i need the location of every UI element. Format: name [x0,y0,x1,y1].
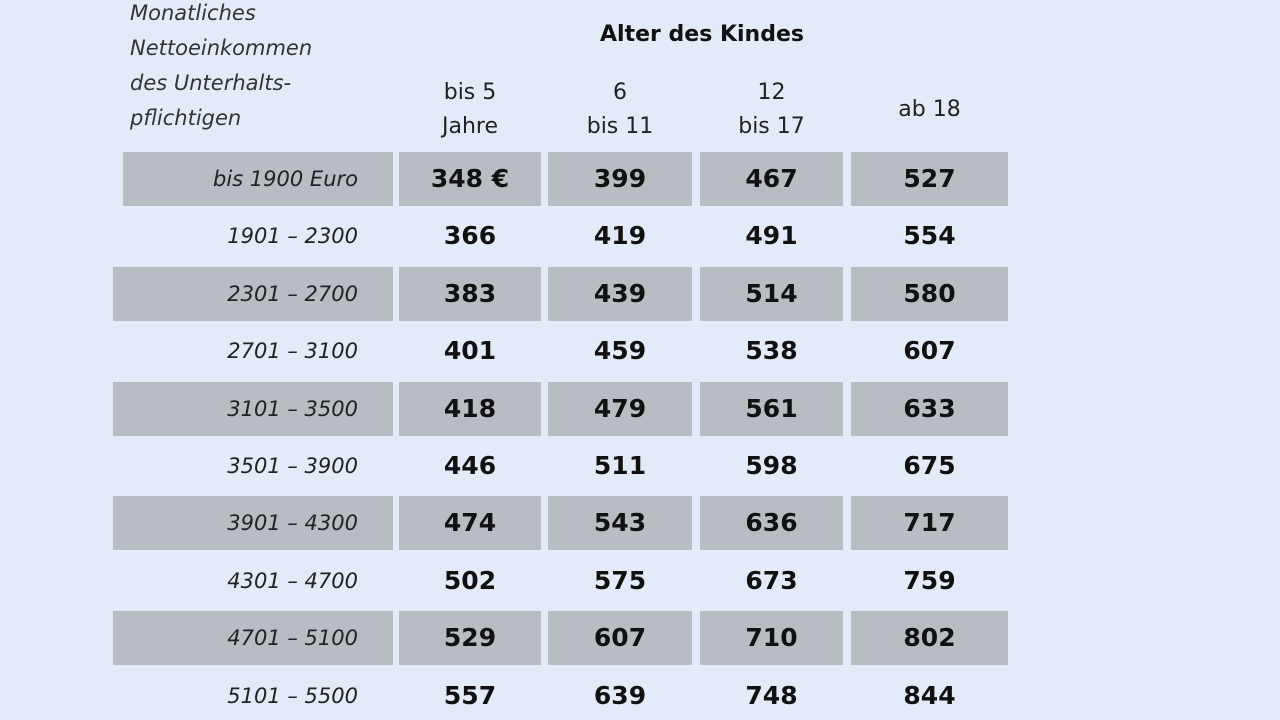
column-header: Jahre [441,114,498,139]
income-range: 3901 – 4300 [227,511,358,536]
amount: 467 [745,164,798,193]
cell-background [700,496,843,551]
amount: 459 [593,336,647,366]
amount: 639 [593,680,647,710]
amount: 607 [903,336,956,366]
income-range: 1901 – 2300 [227,224,358,249]
cell-background [548,381,692,436]
column-header: ab 18 [898,97,961,122]
income-range: 2701 – 3100 [227,339,358,364]
amount: 557 [443,680,497,710]
cell-background [851,496,1008,551]
amount: 607 [593,623,647,653]
row-background [113,496,393,551]
cell-background [399,266,541,321]
cell-background [700,611,843,666]
amount: 514 [745,278,798,308]
column-header: 12 [757,80,786,105]
income-range: 5101 – 5500 [227,683,358,708]
cell-background [851,266,1008,321]
amount: 673 [745,565,798,595]
income-range: 4301 – 4700 [227,568,358,593]
amount: 636 [745,508,798,538]
amount: 348 € [430,164,510,193]
row-background [113,381,393,436]
column-header: bis 17 [738,114,805,139]
column-header: bis 11 [586,114,654,139]
cell-background [548,152,692,206]
amount: 446 [443,451,497,480]
row-background [113,266,393,321]
row-header-line: des Unterhalts- [130,71,292,95]
amount: 474 [443,508,497,538]
income-range: 2301 – 2700 [227,281,358,306]
column-header: bis 5 [443,80,497,105]
row-header-line: Monatliches [130,1,256,25]
cell-background [399,152,541,206]
cell-background [399,496,541,551]
row-header-line: Nettoeinkommen [130,36,313,60]
amount: 598 [745,451,798,480]
amount: 675 [903,451,956,480]
amount: 575 [593,565,647,595]
amount: 543 [593,508,647,538]
cell-background [851,611,1008,666]
income-range: 3501 – 3900 [227,454,358,478]
income-range: bis 1900 Euro [213,167,358,191]
cell-background [700,381,843,436]
amount: 554 [903,221,956,251]
amount: 529 [443,623,497,653]
amount: 419 [593,221,647,251]
cell-background [399,381,541,436]
amount: 439 [593,278,647,308]
amount: 491 [745,221,798,251]
amount: 502 [443,565,497,595]
amount: 580 [903,278,956,308]
cell-background [851,152,1008,206]
column-header: 6 [613,80,627,105]
cell-background [851,381,1008,436]
amount: 511 [593,451,647,480]
amount: 710 [745,623,798,653]
income-range: 4701 – 5100 [227,626,358,651]
amount: 748 [745,680,798,710]
amount: 383 [443,278,497,308]
cell-background [548,266,692,321]
amount: 802 [903,623,956,653]
amount: 366 [443,221,497,251]
cell-background [548,496,692,551]
amount: 759 [903,565,956,595]
amount: 844 [903,680,956,710]
amount: 561 [745,393,798,423]
cell-background [548,611,692,666]
row-background [113,611,393,666]
cell-background [700,266,843,321]
amount: 717 [903,508,956,538]
amount: 401 [443,336,497,366]
cell-background [700,152,843,206]
amount: 479 [593,393,647,423]
row-header-line: pflichtigen [130,106,242,130]
amount: 418 [443,393,497,423]
cell-background [399,611,541,666]
row-background [123,152,393,206]
income-range: 3101 – 3500 [227,396,358,421]
amount: 399 [593,164,647,193]
amount: 538 [745,336,798,366]
amount: 633 [903,393,956,423]
group-header: Alter des Kindes [600,22,804,47]
amount: 527 [903,164,956,193]
